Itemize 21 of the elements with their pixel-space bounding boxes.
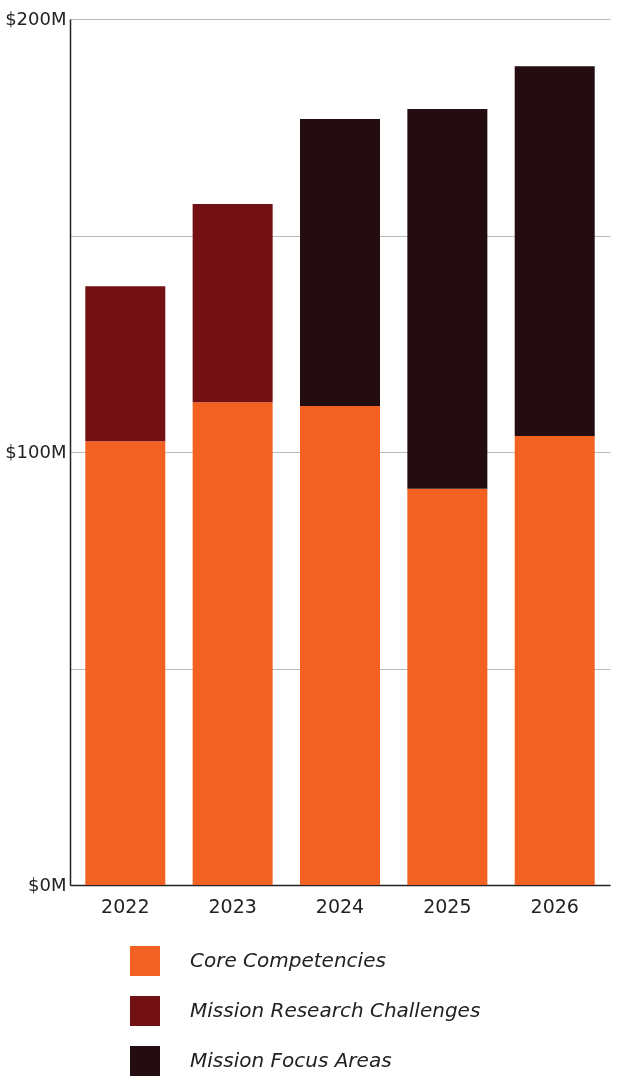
y-tick-label: $0M	[28, 873, 67, 895]
bar	[192, 203, 273, 403]
x-tick-label: 2025	[423, 894, 472, 917]
bar	[407, 109, 488, 489]
bar	[192, 402, 273, 885]
legend-label: Mission Research Challenges	[190, 998, 481, 1022]
bar	[514, 66, 595, 436]
y-tick-label: $200M	[5, 7, 67, 29]
bar	[85, 286, 166, 442]
x-tick-label: 2024	[315, 894, 365, 917]
bar	[85, 441, 166, 885]
y-tick-label: $100M	[5, 440, 67, 462]
bar	[514, 435, 595, 885]
bar	[300, 406, 380, 885]
legend-label: Core Competencies	[190, 948, 386, 972]
x-tick-label: 2023	[208, 894, 257, 917]
legend-label: Mission Focus Areas	[190, 1048, 392, 1072]
x-tick-label: 2026	[530, 894, 579, 917]
x-tick-label: 2022	[101, 894, 150, 917]
bar	[300, 119, 380, 407]
bar	[407, 488, 488, 885]
